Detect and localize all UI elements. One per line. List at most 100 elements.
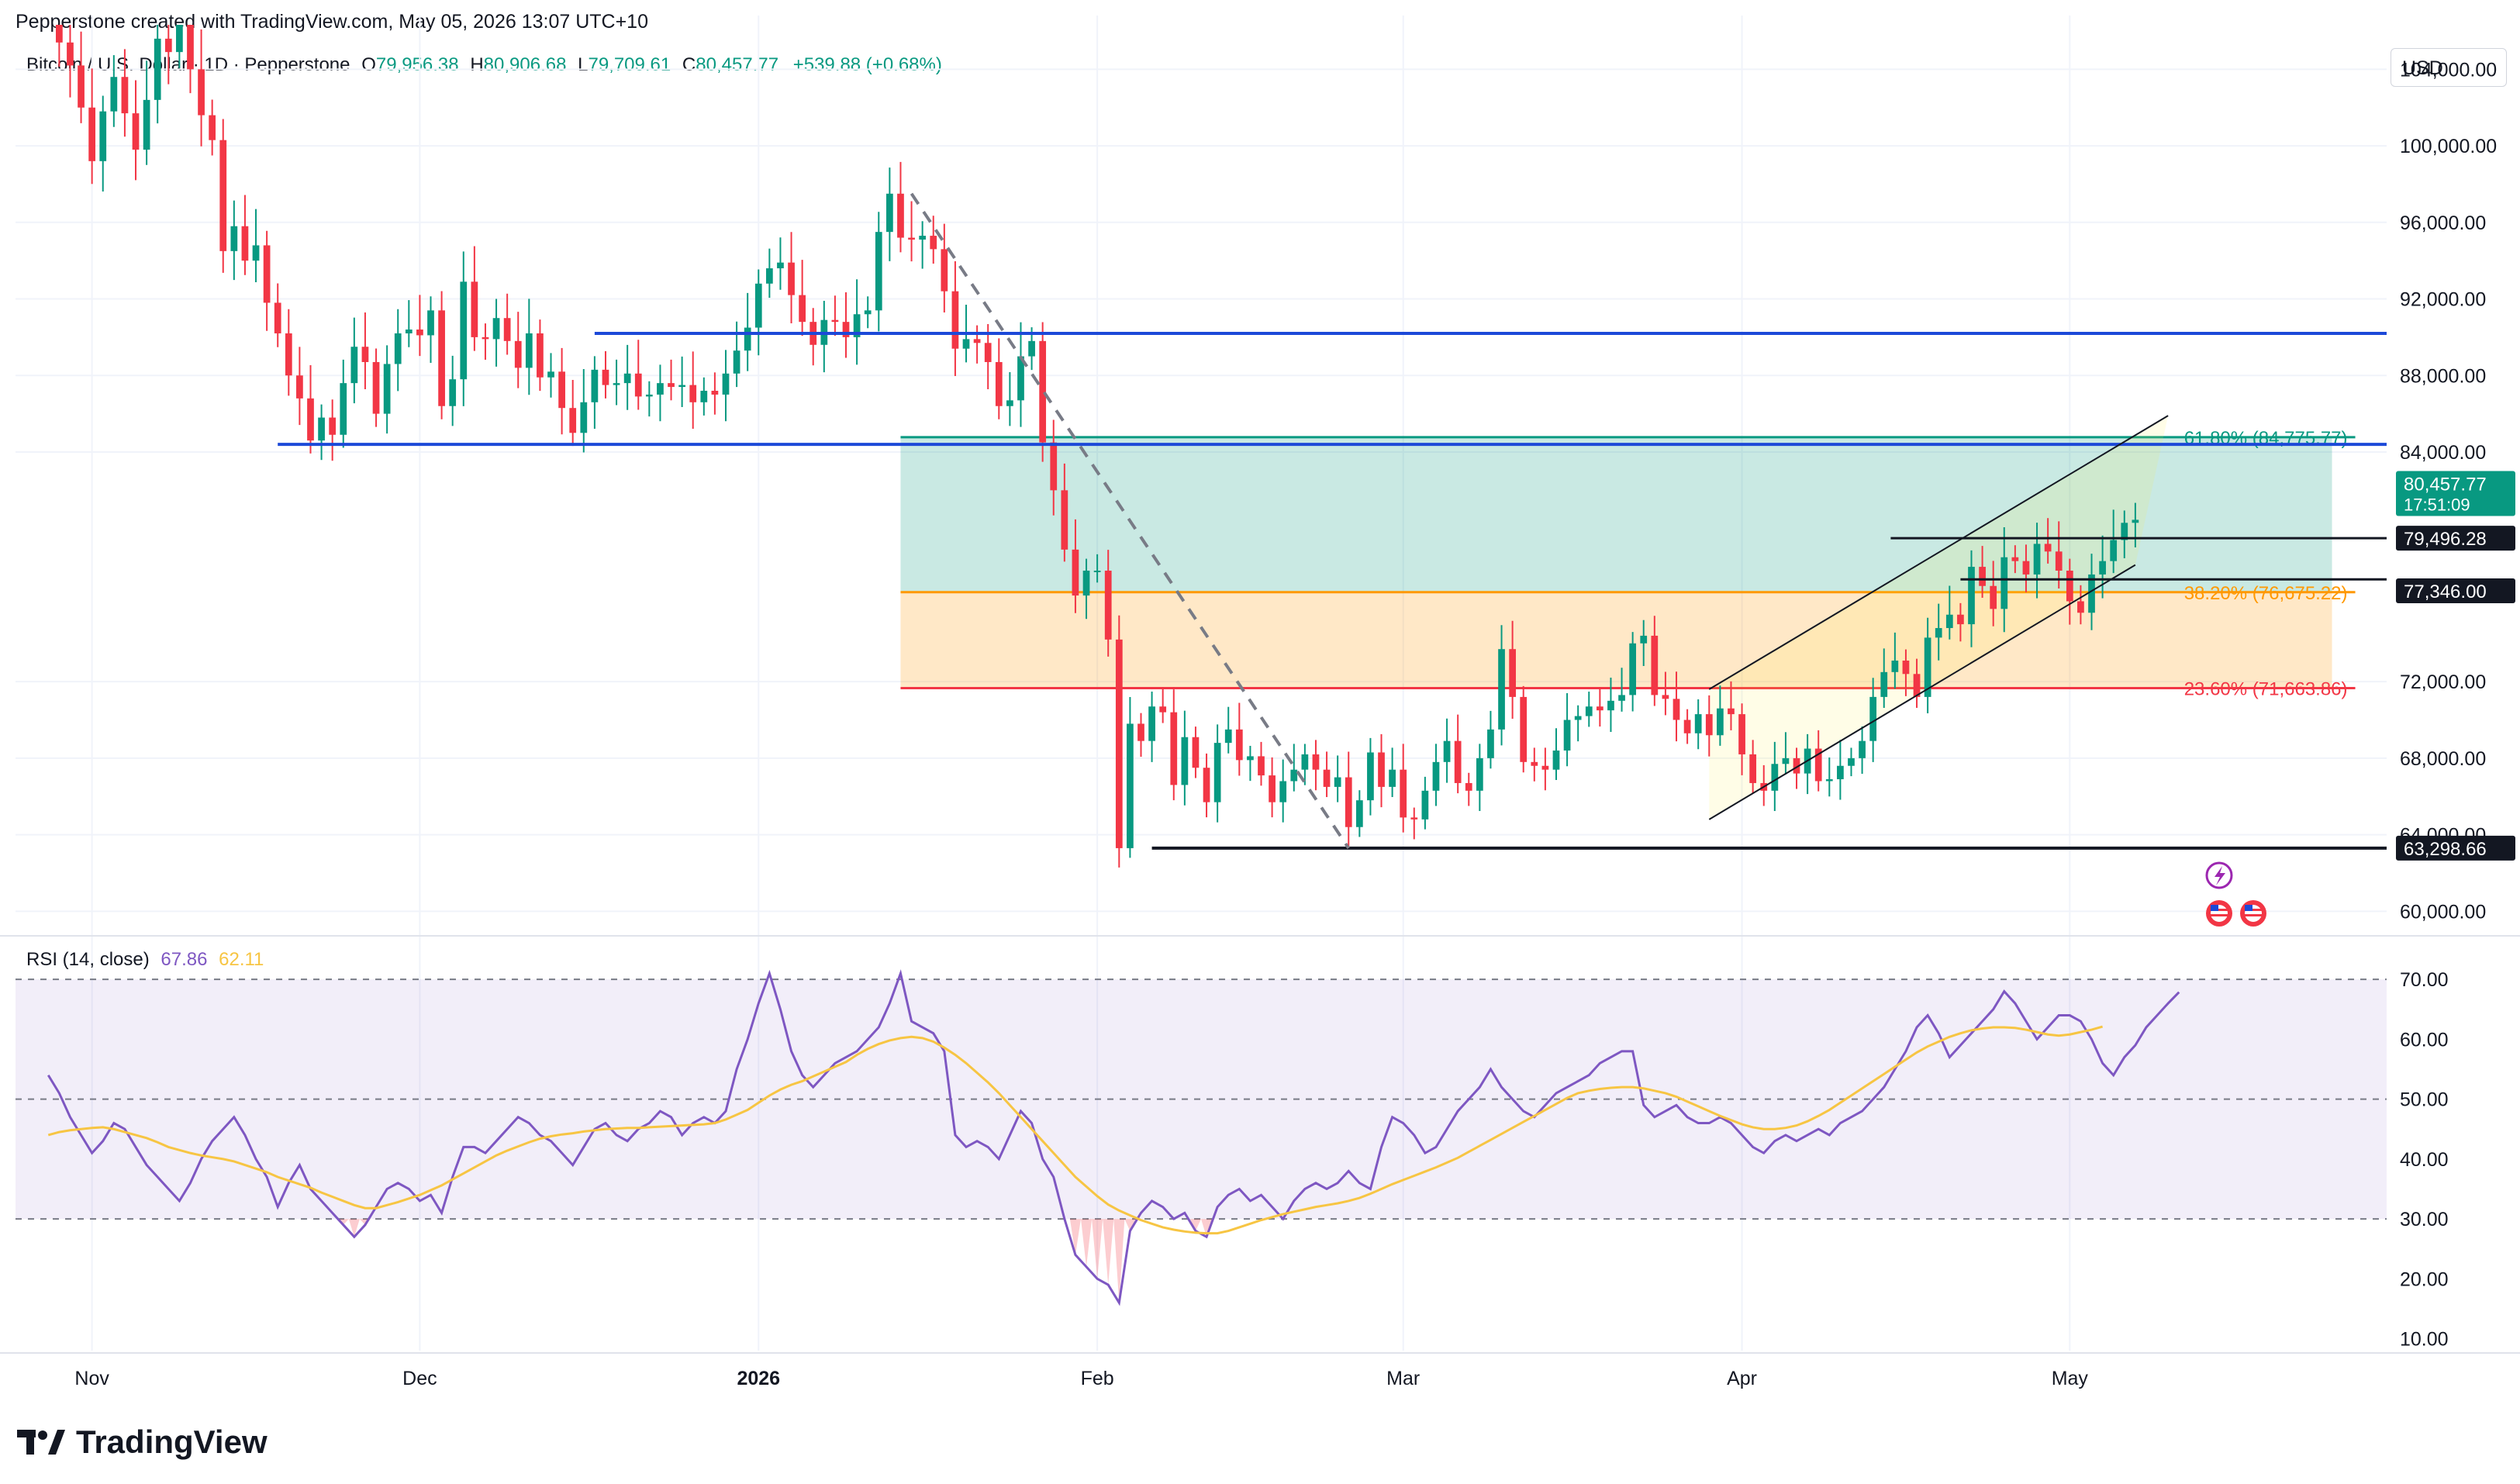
rsi-oversold-fill [1103, 1219, 1114, 1286]
candle-body [591, 369, 599, 402]
candle-body [1979, 567, 1986, 586]
candle-body [1323, 769, 1331, 787]
candle-body [2000, 557, 2008, 609]
candle-body [634, 373, 642, 397]
currency-selector[interactable]: USD [2391, 48, 2507, 87]
rsi-line [47, 969, 2180, 1306]
rsi-tick-label: 30.00 [2400, 1209, 2449, 1230]
candle-body [875, 232, 882, 311]
fib-level-label: 38.20% (76,675.22) [2184, 583, 2348, 604]
rsi-legend-name: RSI (14, close) [26, 949, 150, 970]
candle-body [132, 113, 140, 150]
candle-body [1574, 716, 1582, 720]
candle-body [383, 364, 391, 414]
candle-body [372, 361, 380, 414]
candle-body [176, 25, 183, 53]
candle-body [1279, 781, 1287, 802]
candles-group [56, 25, 2139, 868]
rsi-ma-legend-value: 62.11 [219, 949, 264, 970]
rsi-oversold-fill [1092, 1219, 1103, 1279]
time-tick-label: Apr [1727, 1368, 1757, 1389]
channel-upper-line [1708, 415, 2169, 690]
candle-body [962, 339, 970, 349]
candle-body [1945, 614, 1953, 629]
tradingview-logo: TradingView [17, 1424, 268, 1461]
candle-body [1367, 752, 1374, 801]
candle-body [1651, 635, 1659, 695]
candle-body [1410, 817, 1418, 820]
candle-body [1837, 765, 1844, 780]
candle-body [1465, 782, 1472, 791]
candle-body [1848, 758, 1855, 766]
candle-body [1509, 649, 1516, 697]
rsi-tick-label: 70.00 [2400, 969, 2449, 991]
candle-body [1017, 356, 1024, 401]
support-level-badge [2396, 835, 2515, 861]
candle-body [1378, 752, 1385, 787]
candle-body [438, 310, 445, 406]
candle-body [995, 361, 1003, 406]
price-tick-label: 72,000.00 [2400, 671, 2486, 693]
candle-body [2055, 551, 2063, 571]
candle-body [307, 398, 314, 441]
currency-label: USD [2402, 57, 2443, 79]
candle-body [285, 333, 292, 376]
candle-body [340, 383, 347, 435]
candle-body [514, 340, 522, 368]
candle-body [1957, 614, 1964, 625]
fib-zone-upper [900, 437, 2332, 592]
candle-body [744, 327, 751, 351]
candle-body [1104, 571, 1112, 640]
rsi-tick-label: 60.00 [2400, 1029, 2449, 1051]
candle-body [1224, 729, 1232, 744]
level-2-label: 77,346.00 [2404, 582, 2487, 602]
candle-body [164, 38, 172, 53]
candle-body [2077, 601, 2084, 613]
candle-body [1902, 661, 1910, 675]
candle-body [645, 394, 653, 397]
candle-body [198, 69, 205, 116]
candle-body [1159, 706, 1167, 713]
rsi-tick-label: 40.00 [2400, 1149, 2449, 1171]
price-tick-label: 100,000.00 [2400, 136, 2497, 157]
candle-body [1749, 754, 1757, 783]
candle-body [110, 77, 118, 112]
candle-body [1738, 714, 1745, 754]
low-value: 79,709.61 [588, 54, 671, 75]
time-tick-label: 2026 [737, 1368, 780, 1389]
candle-body [886, 193, 893, 233]
level-1-badge [2396, 526, 2515, 551]
candle-body [1618, 695, 1625, 701]
candle-body [580, 402, 588, 433]
candle-body [2132, 519, 2139, 523]
candle-body [1400, 769, 1407, 818]
candle-body [209, 115, 216, 140]
candle-body [1421, 790, 1429, 820]
price-tick-label: 60,000.00 [2400, 901, 2486, 923]
candle-body [1355, 800, 1363, 827]
candle-body [1596, 706, 1603, 711]
candle-body [1334, 777, 1341, 787]
candle-body [1312, 754, 1320, 770]
last-price-countdown: 17:51:09 [2404, 495, 2470, 515]
candle-body [1924, 637, 1931, 697]
flag-canton-icon [2211, 905, 2218, 911]
level-2-badge [2396, 578, 2515, 604]
rsi-oversold-fill [1113, 1219, 1125, 1303]
candle-body [1552, 751, 1560, 770]
candle-body [1629, 643, 1637, 695]
candle-body [2022, 561, 2030, 575]
last-price-label: 80,457.77 [2404, 475, 2487, 495]
flag-stripe-icon [2211, 914, 2228, 916]
price-chart[interactable]: 61.80% (84,775.77)38.20% (76,675.22)23.6… [0, 0, 2520, 1419]
candle-body [799, 295, 806, 323]
candle-body [973, 339, 981, 343]
candle-body [1728, 708, 1735, 715]
candle-body [537, 333, 544, 378]
candle-body [1061, 490, 1068, 550]
candle-body [1432, 761, 1440, 791]
candle-body [1990, 585, 1997, 609]
candle-body [908, 237, 915, 240]
candle-body [864, 310, 872, 315]
candle-body [1269, 775, 1276, 802]
